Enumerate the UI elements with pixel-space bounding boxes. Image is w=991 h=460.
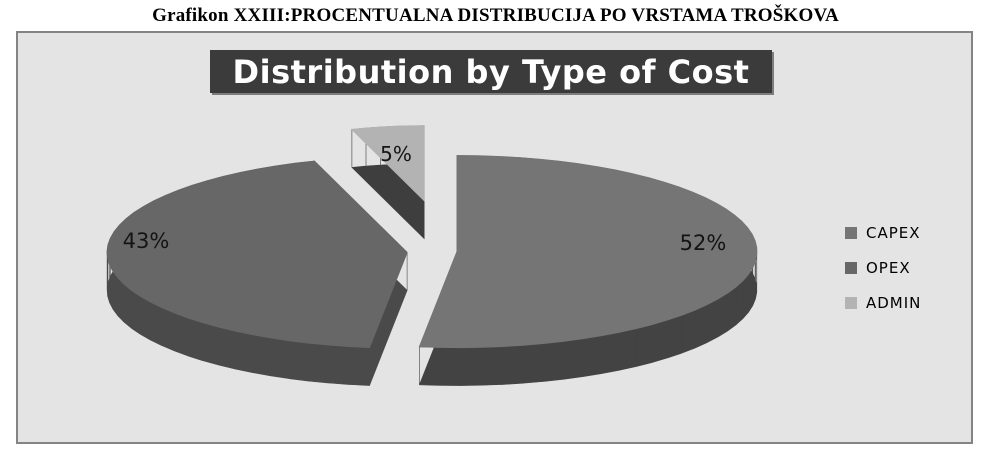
data-label-capex: 52% xyxy=(679,231,727,255)
pie-slice-capex xyxy=(418,155,758,386)
legend: CAPEX OPEX ADMIN xyxy=(845,222,921,313)
data-label-opex: 43% xyxy=(122,229,170,253)
legend-swatch-opex xyxy=(845,261,857,274)
pie-slice-opex xyxy=(106,160,408,386)
legend-item-capex: CAPEX xyxy=(845,222,921,243)
legend-label-admin: ADMIN xyxy=(866,293,922,312)
legend-item-opex: OPEX xyxy=(845,257,921,278)
pie-slice-admin xyxy=(350,125,425,240)
legend-item-admin: ADMIN xyxy=(845,292,921,313)
legend-swatch-capex xyxy=(845,226,857,239)
legend-label-opex: OPEX xyxy=(866,258,911,277)
chart-title: Distribution by Type of Cost xyxy=(232,52,750,91)
legend-label-capex: CAPEX xyxy=(866,223,921,242)
figure-caption: Grafikon XXIII:PROCENTUALNA DISTRIBUCIJA… xyxy=(152,5,839,26)
legend-swatch-admin xyxy=(845,296,857,309)
chart-title-bar: Distribution by Type of Cost xyxy=(210,50,772,93)
data-label-admin: 5% xyxy=(380,142,412,166)
